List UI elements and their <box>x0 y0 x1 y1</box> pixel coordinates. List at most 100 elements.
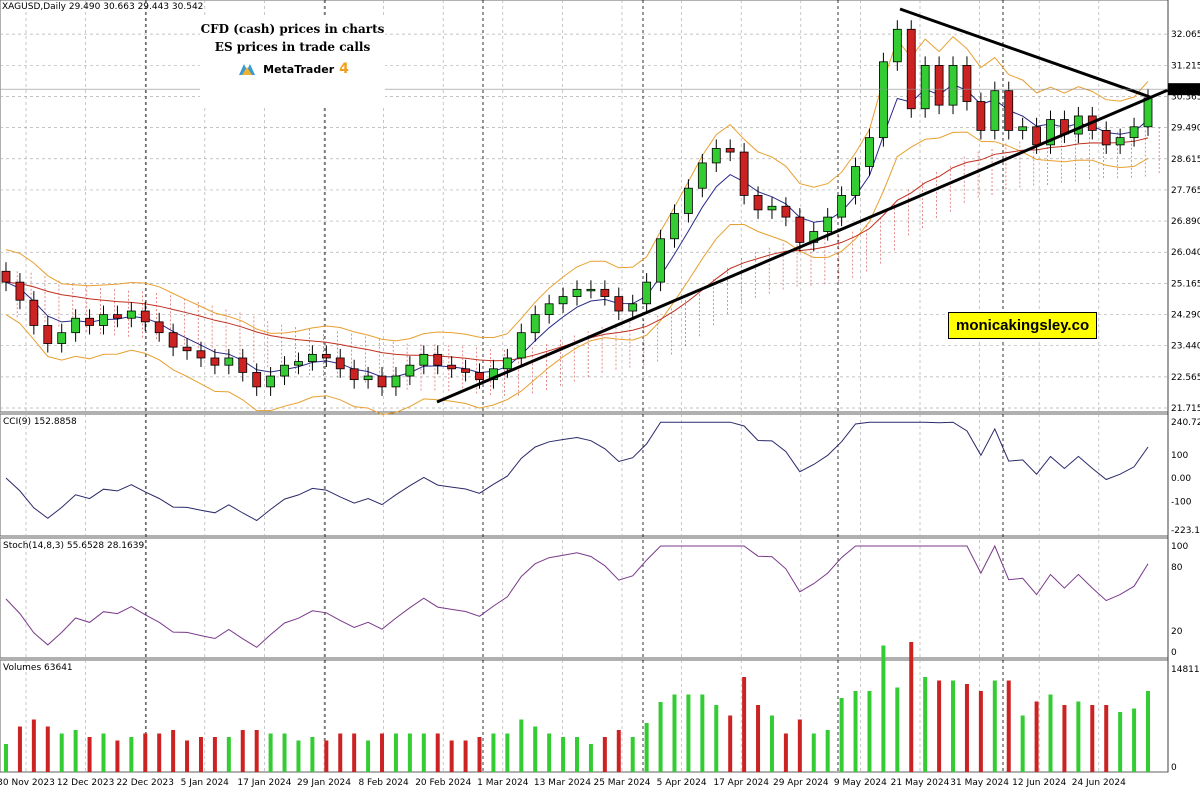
candle <box>920 65 930 110</box>
candle <box>419 353 429 366</box>
y-tick-label: 26.890 <box>1171 217 1200 227</box>
candle <box>684 187 693 214</box>
candle <box>99 314 108 326</box>
y-tick-label: 20 <box>1171 627 1183 637</box>
volume-bar <box>602 737 607 772</box>
volume-bar <box>101 733 106 772</box>
info-line-cfd: CFD (cash) prices in charts <box>200 22 385 36</box>
volume-bar <box>1048 694 1053 772</box>
x-tick-label: 5 Jan 2024 <box>181 778 229 788</box>
candle <box>391 375 401 388</box>
x-tick-label: 12 Jun 2024 <box>1012 778 1066 788</box>
volume-bar <box>1006 680 1011 772</box>
volume-bar <box>268 733 273 772</box>
volume-bar <box>1062 705 1067 772</box>
y-tick-label: 100 <box>1171 451 1188 461</box>
support-trendline <box>436 88 1169 404</box>
y-tick-label: -100 <box>1171 497 1192 507</box>
candle <box>377 375 387 388</box>
x-tick-label: 22 Dec 2023 <box>116 778 174 788</box>
candle <box>502 357 512 370</box>
y-tick-label: 0 <box>1171 763 1177 773</box>
candle <box>795 216 805 243</box>
volume-bar <box>226 737 231 772</box>
candle <box>154 321 164 334</box>
candle <box>1101 130 1111 146</box>
candle <box>572 288 582 297</box>
volume-bar <box>561 737 566 772</box>
y-tick-label: 24.290 <box>1171 311 1200 321</box>
volume-bar <box>198 737 203 772</box>
volume-bar <box>588 744 593 772</box>
volume-bar <box>352 733 357 772</box>
volume-bar <box>756 705 761 772</box>
volume-bar <box>505 733 510 772</box>
candle <box>461 368 470 373</box>
volume-bar <box>463 740 468 772</box>
volume-bar <box>1146 691 1150 772</box>
volume-bar <box>296 740 301 772</box>
candle <box>126 310 136 319</box>
y-tick-label: 32.065 <box>1171 30 1200 40</box>
candle <box>739 151 749 196</box>
y-tick-label: 31.215 <box>1171 61 1200 71</box>
candle <box>614 296 624 312</box>
bollinger-upper <box>5 36 1149 342</box>
candle <box>934 65 944 106</box>
volume-bar <box>282 733 287 772</box>
metatrader-icon <box>239 64 256 75</box>
candle <box>544 303 554 316</box>
volume-bar <box>630 737 635 772</box>
x-tick-label: 1 Mar 2024 <box>477 778 529 788</box>
volume-bar <box>519 719 524 772</box>
pane-frame <box>0 413 1169 537</box>
candle <box>823 216 833 232</box>
candle <box>851 166 860 196</box>
volume-bar <box>839 698 844 772</box>
candle <box>266 375 276 388</box>
volume-bar <box>59 733 64 772</box>
metatrader-name: MetaTrader <box>263 62 335 76</box>
candles <box>1 20 1153 396</box>
volume-bar <box>700 694 705 772</box>
volume-bar <box>797 719 802 772</box>
candle <box>43 325 53 344</box>
candle <box>642 281 652 305</box>
candle <box>1073 115 1083 135</box>
candle <box>990 90 1000 131</box>
volume-bar <box>547 733 552 772</box>
candle <box>878 61 888 139</box>
candle <box>516 332 526 359</box>
candle <box>865 137 874 167</box>
x-tick-label: 24 Jun 2024 <box>1072 778 1126 788</box>
y-tick-label: 23.440 <box>1171 342 1200 352</box>
volume-bar <box>923 677 928 772</box>
x-tick-label: 13 Mar 2024 <box>534 778 591 788</box>
candle <box>182 346 192 352</box>
last-price-label: 30.542 <box>1170 85 1200 95</box>
volume-bar <box>964 684 969 772</box>
pane-title: CCI(9) 152.8858 <box>3 417 77 427</box>
x-tick-label: 20 Feb 2024 <box>415 778 471 788</box>
volume-bar <box>366 740 371 772</box>
oscillator-line <box>5 421 1149 522</box>
y-tick-label: 240.72 <box>1171 418 1200 428</box>
volume-bar <box>783 733 788 772</box>
chart-header: XAGUSD,Daily 29.490 30.663 29.443 30.542 <box>2 2 203 12</box>
volume-bar <box>881 645 886 772</box>
candle <box>962 65 972 102</box>
candle <box>1018 126 1028 131</box>
x-tick-label: 21 May 2024 <box>891 778 950 788</box>
volume-bar <box>992 680 997 772</box>
y-tick-label: 21.715 <box>1171 404 1200 414</box>
metatrader-version: 4 <box>339 61 349 77</box>
y-tick-label: 30.365 <box>1171 92 1200 102</box>
y-tick-label: -223.16 <box>1171 526 1200 536</box>
candle <box>85 317 94 326</box>
volume-bar <box>324 740 329 772</box>
candle <box>1046 119 1055 146</box>
candle <box>405 364 415 377</box>
candle <box>252 372 262 388</box>
candle <box>656 238 665 283</box>
